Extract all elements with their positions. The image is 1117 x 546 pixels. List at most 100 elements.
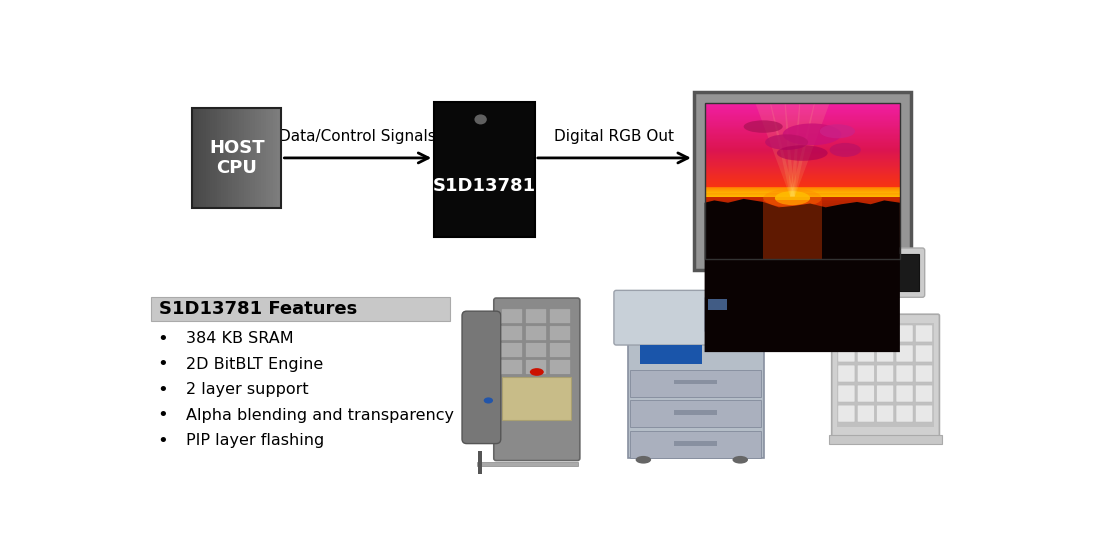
Bar [219, 108, 221, 208]
Bar [239, 108, 241, 208]
Bar [248, 108, 250, 208]
FancyBboxPatch shape [857, 405, 875, 422]
FancyBboxPatch shape [896, 405, 913, 422]
Bar [705, 256, 900, 258]
Bar [705, 182, 900, 184]
Bar [705, 191, 900, 192]
FancyBboxPatch shape [550, 326, 571, 340]
FancyBboxPatch shape [614, 290, 777, 345]
Bar [705, 162, 900, 164]
Ellipse shape [820, 124, 855, 138]
Bar [705, 135, 900, 136]
Bar [705, 211, 900, 213]
FancyBboxPatch shape [838, 345, 855, 362]
Bar [705, 159, 900, 161]
Bar [705, 187, 900, 188]
FancyBboxPatch shape [838, 385, 855, 402]
Bar [705, 241, 900, 243]
Bar [705, 132, 900, 133]
Bar [705, 107, 900, 108]
Bar [270, 108, 273, 208]
Bar [206, 108, 208, 208]
Bar [705, 195, 900, 196]
Bar [705, 203, 900, 205]
Bar [705, 149, 900, 151]
Bar [705, 138, 900, 139]
Bar [435, 103, 535, 237]
Bar [675, 379, 717, 384]
Bar [237, 108, 239, 208]
Bar [630, 431, 761, 458]
Bar [503, 377, 571, 420]
Bar [705, 148, 900, 150]
Bar [705, 140, 900, 141]
Bar [705, 139, 900, 140]
Bar [705, 195, 900, 197]
FancyBboxPatch shape [877, 365, 894, 382]
Bar [705, 194, 900, 196]
Bar [705, 104, 900, 106]
FancyBboxPatch shape [838, 405, 855, 422]
Bar [228, 108, 230, 208]
Bar [705, 154, 900, 156]
Bar [705, 126, 900, 127]
FancyBboxPatch shape [838, 365, 855, 382]
Bar [694, 92, 910, 270]
Ellipse shape [775, 191, 810, 205]
Bar [705, 174, 900, 176]
Bar [675, 441, 717, 446]
FancyBboxPatch shape [526, 309, 546, 323]
FancyBboxPatch shape [916, 365, 933, 382]
Bar [705, 240, 900, 241]
Ellipse shape [529, 368, 544, 376]
Bar [705, 172, 900, 173]
Ellipse shape [776, 145, 828, 161]
Bar [705, 207, 900, 210]
Bar [192, 108, 281, 208]
Bar [849, 254, 918, 291]
Bar [763, 200, 822, 259]
Bar [705, 103, 900, 259]
Bar [705, 194, 900, 195]
Bar [705, 165, 900, 166]
Bar [705, 180, 900, 182]
Polygon shape [705, 199, 900, 352]
Text: •: • [157, 406, 169, 424]
Bar [705, 192, 900, 193]
FancyBboxPatch shape [916, 385, 933, 402]
Ellipse shape [763, 189, 822, 207]
Bar [705, 117, 900, 119]
Text: Alpha blending and transparency: Alpha blending and transparency [187, 408, 455, 423]
Bar [705, 195, 900, 197]
Bar [705, 155, 900, 157]
Bar [244, 108, 246, 208]
Bar [705, 232, 900, 234]
Bar [194, 108, 198, 208]
Bar [837, 323, 934, 428]
Bar [705, 127, 900, 128]
Text: 2 layer support: 2 layer support [187, 382, 308, 397]
Text: TFT, STN LCD Panel: TFT, STN LCD Panel [720, 281, 884, 299]
Bar [705, 296, 752, 331]
Bar [705, 128, 900, 129]
Bar [705, 206, 900, 208]
Bar [705, 192, 900, 193]
Bar [705, 114, 900, 115]
Bar [214, 108, 217, 208]
Bar [705, 146, 900, 147]
Bar [705, 189, 900, 191]
Text: •: • [157, 330, 169, 348]
Bar [259, 108, 261, 208]
Bar [261, 108, 264, 208]
Bar [705, 198, 900, 200]
Bar [830, 435, 942, 444]
Bar [705, 168, 900, 170]
Bar [705, 194, 900, 195]
Bar [230, 108, 232, 208]
Bar [705, 170, 900, 172]
FancyBboxPatch shape [916, 325, 933, 342]
Bar [708, 299, 727, 310]
Bar [212, 108, 214, 208]
Bar [705, 238, 900, 240]
Text: •: • [157, 431, 169, 449]
